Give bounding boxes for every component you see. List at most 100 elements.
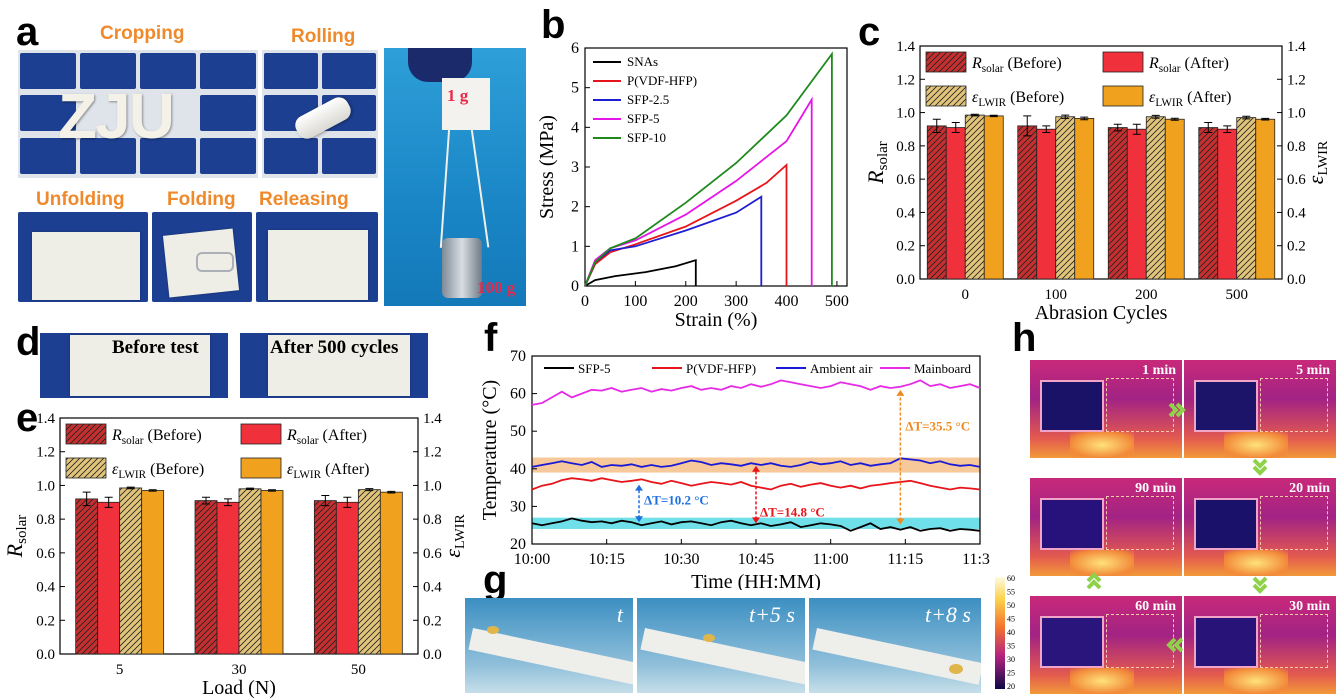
chart-f-arrow-3-head-bottom bbox=[896, 518, 905, 525]
chevron bbox=[1252, 576, 1268, 587]
chart-b-legend-label: SFP-2.5 bbox=[627, 92, 669, 107]
chart-f-annotation-2: ΔT=14.8 °C bbox=[760, 505, 825, 520]
chart-f-arrow-1-head-top bbox=[635, 484, 644, 491]
e-bar bbox=[97, 501, 121, 655]
c-errorbar bbox=[1132, 123, 1141, 135]
c-errorbar bbox=[1042, 125, 1051, 134]
panel-f-label: f bbox=[484, 316, 498, 360]
c-bar bbox=[1036, 128, 1057, 280]
e-ytick-label: 0.0 bbox=[36, 647, 55, 663]
chart-b-xtick-label: 400 bbox=[775, 293, 799, 310]
e-bar bbox=[379, 491, 403, 655]
droplet-frame-t: t bbox=[465, 598, 633, 693]
e-xtick-label: 50 bbox=[351, 662, 366, 678]
panel-e-label: e bbox=[16, 396, 39, 440]
caption-releasing: Releasing bbox=[259, 189, 349, 210]
e-legend-swatch bbox=[65, 423, 107, 445]
c-bar bbox=[1217, 128, 1238, 280]
e-errorbar bbox=[224, 498, 232, 507]
panel-b-label: b bbox=[541, 3, 566, 47]
c-legend-label: εLWIR (After) bbox=[1149, 89, 1231, 109]
c-bar bbox=[1255, 118, 1276, 280]
thermal-frame-time: 90 min bbox=[1135, 481, 1176, 496]
after-cycles-label: After 500 cycles bbox=[270, 337, 399, 358]
thermal-frame-time: 1 min bbox=[1142, 363, 1176, 378]
e-errorbar bbox=[343, 496, 352, 508]
caption-cropping: Cropping bbox=[100, 23, 185, 44]
c-legend-swatch bbox=[1102, 85, 1144, 107]
chevron bbox=[1168, 402, 1179, 418]
thermal-frame: 30 min bbox=[1184, 596, 1336, 694]
c-ytick-label-right: 1.2 bbox=[1287, 72, 1306, 88]
frame-t-label: t bbox=[616, 602, 623, 627]
c-bar bbox=[1126, 128, 1147, 280]
c-ytick-label: 1.0 bbox=[896, 106, 915, 122]
before-test-label: Before test bbox=[112, 337, 199, 358]
e-legend-swatch bbox=[240, 423, 282, 445]
c-ytick-label-right: 1.4 bbox=[1287, 39, 1306, 55]
chart-f-xtick-label: 11:00 bbox=[813, 551, 849, 568]
thermal-colorbar-tick: 50 bbox=[1007, 601, 1015, 610]
thermal-colorbar-tick: 25 bbox=[1007, 669, 1015, 678]
c-errorbar bbox=[1261, 117, 1270, 121]
e-bar bbox=[141, 490, 165, 655]
e-ytick-label: 1.4 bbox=[36, 411, 55, 427]
rolling-photo bbox=[262, 50, 378, 178]
c-errorbar bbox=[1223, 125, 1232, 134]
e-ytick-label: 0.4 bbox=[36, 580, 55, 596]
chevron bbox=[1175, 402, 1186, 418]
panel-d-label: d bbox=[16, 320, 41, 364]
thermal-image-grid: 1 min 5 min 90 min 20 min 60 min 30 min bbox=[1030, 360, 1336, 695]
e-bar bbox=[216, 501, 240, 655]
e-ytick-label-right: 0.6 bbox=[423, 546, 442, 562]
weight-1g-label: 1 g bbox=[447, 86, 469, 105]
chart-b-ytick-label: 0 bbox=[571, 278, 579, 295]
chart-f-xlabel: Time (HH:MM) bbox=[691, 571, 821, 590]
e-ytick-label-right: 0.0 bbox=[423, 647, 442, 663]
thermal-colorbar-gradient bbox=[995, 577, 1005, 689]
chart-f-series-3 bbox=[531, 379, 981, 406]
chart-f-arrow-2-head-top bbox=[752, 465, 760, 472]
chart-f-annotation-3: ΔT=35.5 °C bbox=[905, 418, 970, 433]
frame-t8-label: t+8 s bbox=[924, 602, 971, 627]
e-legend-swatch bbox=[65, 457, 107, 479]
e-errorbar bbox=[246, 487, 254, 490]
c-errorbar bbox=[1204, 122, 1213, 134]
weight-photo: 1 g 100 g bbox=[384, 48, 526, 306]
e-errorbar bbox=[365, 488, 374, 492]
c-ytick-label-right: 0.8 bbox=[1287, 139, 1306, 155]
chart-f-legend-label: Ambient air bbox=[810, 361, 873, 376]
chart-b-ytick-label: 1 bbox=[571, 238, 579, 255]
panel-a: a ZJU Cropping Rolling 1 g 100 g bbox=[0, 0, 530, 310]
e-ytick-label-right: 1.0 bbox=[423, 478, 442, 494]
thermal-frame: 5 min bbox=[1184, 360, 1336, 458]
thermal-frame: 90 min bbox=[1030, 478, 1182, 576]
c-errorbar bbox=[1113, 123, 1122, 132]
panel-g-label: g bbox=[483, 558, 508, 602]
chart-b-ylabel: Stress (MPa) bbox=[536, 115, 558, 219]
e-legend-label: εLWIR (Before) bbox=[112, 461, 204, 481]
e-errorbar bbox=[202, 496, 210, 505]
unfolding-photo bbox=[18, 212, 148, 302]
chevron bbox=[1086, 572, 1102, 583]
c-bar bbox=[1074, 117, 1095, 280]
folding-photo bbox=[152, 212, 252, 302]
c-errorbar bbox=[970, 113, 979, 117]
thermal-colorbar-tick: 55 bbox=[1007, 588, 1015, 597]
c-ytick-label: 0.4 bbox=[896, 205, 915, 221]
e-bar bbox=[194, 500, 218, 655]
c-bar bbox=[1145, 116, 1166, 280]
c-bar bbox=[945, 127, 966, 280]
chart-f-xtick-label: 10:15 bbox=[588, 551, 624, 568]
chart-f-legend-label: Mainboard bbox=[914, 361, 972, 376]
thermal-colorbar-tick: 30 bbox=[1007, 655, 1015, 664]
thermal-frame-time: 60 min bbox=[1135, 599, 1176, 614]
c-bar bbox=[1236, 117, 1257, 280]
chevron bbox=[1252, 465, 1268, 476]
c-bar bbox=[1055, 116, 1076, 280]
chart-f-ytick-label: 70 bbox=[510, 348, 526, 365]
c-bar bbox=[1198, 127, 1219, 280]
chevron bbox=[1252, 583, 1268, 594]
thermal-colorbar-tick: 60 bbox=[1007, 575, 1015, 583]
e-legend-swatch bbox=[240, 457, 282, 479]
